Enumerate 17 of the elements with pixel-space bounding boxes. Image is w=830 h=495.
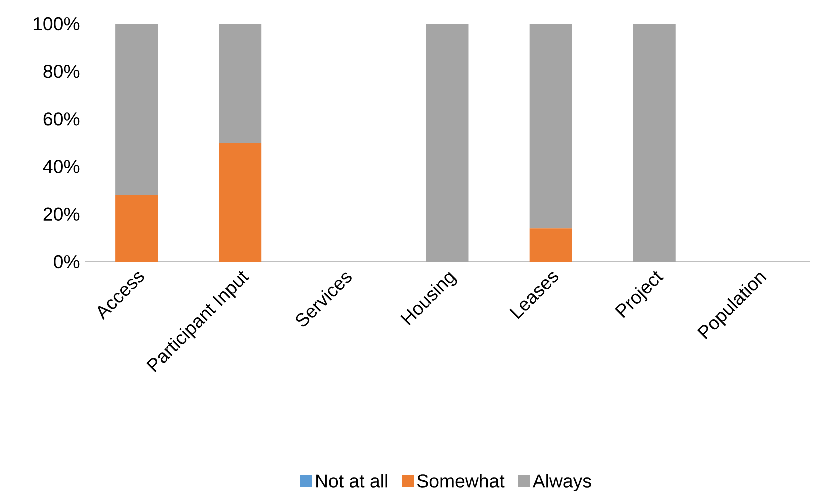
y-tick-label: 20% xyxy=(44,208,80,222)
bar xyxy=(633,24,676,262)
bar xyxy=(116,195,158,262)
bar xyxy=(116,24,158,196)
bar xyxy=(426,24,469,262)
legend-label: Always xyxy=(532,474,592,492)
bar xyxy=(530,228,572,262)
y-tick-label: 0% xyxy=(54,255,80,269)
legend-label: Not at all xyxy=(316,474,388,488)
y-tick-label: 40% xyxy=(43,160,80,174)
legend-label: Somewhat xyxy=(418,474,505,488)
bar xyxy=(530,24,572,229)
bar xyxy=(219,24,262,143)
bar xyxy=(219,142,262,262)
y-tick-label: 60% xyxy=(44,112,80,126)
y-tick-label: 80% xyxy=(44,64,80,78)
y-tick-label: 100% xyxy=(34,17,80,31)
